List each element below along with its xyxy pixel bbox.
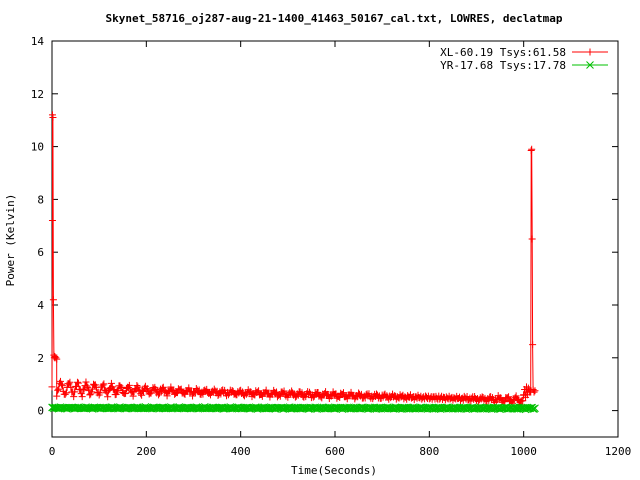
chart-title: Skynet_58716_oj287-aug-21-1400_41463_501…	[106, 12, 563, 25]
data-point	[58, 382, 66, 390]
data-point	[82, 378, 90, 386]
legend-marker	[586, 61, 594, 69]
plot-area	[48, 111, 539, 414]
data-point	[185, 384, 193, 392]
data-point	[339, 389, 347, 397]
y-tick-label: 6	[37, 246, 44, 259]
data-point	[393, 404, 402, 413]
data-point	[54, 386, 62, 394]
data-point	[77, 390, 85, 398]
x-tick-label: 800	[419, 445, 439, 458]
y-tick-label: 10	[31, 141, 44, 154]
data-point	[529, 405, 537, 413]
x-tick-label: 1200	[605, 445, 632, 458]
data-point	[96, 389, 104, 397]
data-point	[333, 404, 342, 413]
data-point	[71, 388, 79, 396]
series-line	[51, 114, 536, 405]
data-point	[99, 381, 107, 389]
y-tick-label: 12	[31, 88, 44, 101]
x-tick-label: 200	[136, 445, 156, 458]
data-point	[52, 354, 60, 362]
data-point	[122, 389, 130, 397]
y-tick-label: 0	[37, 405, 44, 418]
legend-marker	[586, 48, 594, 56]
y-tick-label: 2	[37, 352, 44, 365]
data-point	[53, 355, 61, 363]
data-point	[67, 383, 75, 391]
data-point	[528, 235, 536, 243]
y-tick-label: 4	[37, 299, 44, 312]
data-point	[505, 393, 513, 401]
data-point	[57, 380, 65, 388]
data-point	[49, 114, 57, 122]
data-point	[65, 380, 73, 388]
data-point	[49, 296, 57, 304]
data-point	[73, 378, 81, 386]
data-point	[203, 385, 211, 393]
y-tick-label: 14	[31, 35, 45, 48]
data-point	[78, 393, 86, 401]
data-point	[531, 404, 539, 413]
y-tick-label: 8	[37, 193, 44, 206]
data-point	[61, 390, 69, 398]
data-point	[84, 383, 92, 391]
data-point	[89, 385, 97, 393]
data-point	[133, 382, 141, 390]
data-point	[163, 392, 171, 400]
data-point	[531, 387, 539, 395]
data-point	[48, 217, 56, 225]
data-point	[529, 341, 537, 349]
data-point	[55, 385, 63, 393]
data-point	[53, 392, 61, 400]
data-point	[528, 145, 536, 153]
x-tick-label: 1000	[510, 445, 537, 458]
data-point	[79, 386, 87, 394]
data-point	[100, 380, 108, 388]
data-point	[104, 393, 112, 401]
data-point	[143, 385, 151, 393]
data-point	[83, 382, 91, 390]
data-point	[48, 383, 56, 391]
data-point	[512, 392, 520, 400]
legend-label: XL-60.19 Tsys:61.58	[440, 46, 566, 59]
data-point	[125, 381, 133, 389]
series-0	[48, 111, 539, 408]
data-point	[255, 387, 263, 395]
data-point	[501, 398, 509, 406]
x-tick-label: 400	[231, 445, 251, 458]
data-point	[155, 391, 163, 399]
data-point	[62, 389, 70, 397]
data-point	[107, 379, 115, 387]
data-point	[74, 379, 82, 387]
x-tick-label: 0	[49, 445, 56, 458]
data-point	[138, 391, 146, 399]
data-point	[70, 393, 78, 401]
data-point	[66, 378, 74, 386]
data-point	[56, 377, 64, 385]
data-point	[196, 404, 204, 412]
x-axis-label: Time(Seconds)	[291, 464, 377, 477]
data-point	[109, 385, 117, 393]
y-axis-label: Power (Kelvin)	[4, 194, 17, 287]
data-point	[530, 388, 538, 396]
series-1	[48, 403, 539, 414]
legend-label: YR-17.68 Tsys:17.78	[440, 59, 566, 72]
data-point	[129, 392, 137, 400]
x-tick-label: 600	[325, 445, 345, 458]
axis-ticks: 0 200 400 600 800 1000 1200 0 2 4 6 8 10 12 14	[31, 35, 632, 458]
data-point	[112, 390, 120, 398]
